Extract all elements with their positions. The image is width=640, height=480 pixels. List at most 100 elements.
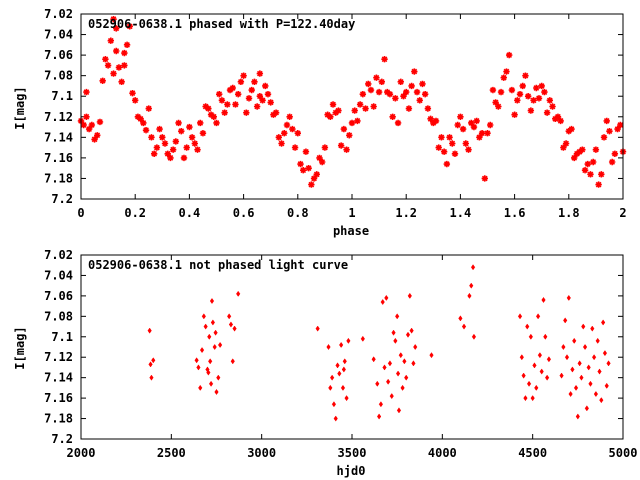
phased-xticks: 0 0.2 0.4 0.6 0.8 1 1.2 1.4 1.6 1.8 2 [77, 14, 627, 220]
phased-plot-frame [80, 13, 624, 200]
phased-data-point [524, 93, 532, 100]
phased-data-point [443, 160, 451, 168]
phased-data-point [118, 78, 125, 86]
unphased-data-point [429, 352, 434, 359]
phased-ytick-label: 7.06 [44, 48, 73, 62]
unphased-data-point [315, 325, 320, 332]
unphased-data-point [586, 364, 591, 371]
phased-data-point [600, 134, 608, 141]
unphased-data-point [201, 313, 206, 320]
phased-data-point [267, 99, 274, 106]
phased-data-point [514, 97, 521, 104]
unphased-data-point [148, 361, 153, 368]
unphased-data-point [568, 390, 573, 398]
phased-data-point [576, 148, 583, 155]
unphased-data-point [528, 333, 533, 340]
phased-data-point [389, 113, 396, 120]
unphased-data-point [194, 357, 199, 364]
unphased-ytick-label: 7.02 [44, 248, 73, 262]
phased-data-point [107, 37, 115, 44]
unphased-data-point [209, 297, 215, 305]
unphased-data-point [330, 374, 335, 381]
phased-data-point [251, 78, 258, 86]
phased-data-point [278, 140, 285, 147]
phased-data-point [237, 78, 245, 86]
phased-data-point [327, 113, 334, 120]
phased-data-point [397, 78, 404, 86]
phased-data-point [340, 125, 348, 133]
phased-data-point [495, 103, 502, 110]
phased-data-point [229, 84, 236, 92]
unphased-data-point [207, 333, 212, 340]
phased-data-point [511, 111, 518, 118]
unphased-ytick-label: 7.06 [44, 289, 73, 303]
phased-data-point [134, 113, 142, 120]
unphased-data-point [471, 333, 477, 340]
unphased-data-point [530, 395, 535, 402]
phased-data-point [80, 121, 87, 129]
unphased-data-point [333, 415, 338, 422]
phased-data-point [446, 134, 453, 141]
phased-xtick-label: 1.6 [504, 206, 526, 220]
phased-data-point [286, 113, 293, 120]
unphased-data-point [461, 323, 467, 330]
phased-data-point [538, 82, 545, 90]
phased-xtick-label: 0.6 [233, 206, 255, 220]
phased-data-point [362, 105, 369, 112]
phased-xtick-label: 0.4 [179, 206, 201, 220]
unphased-data-point [378, 401, 384, 408]
unphased-data-point [208, 358, 213, 365]
phased-xtick-label: 0 [77, 206, 84, 220]
unphased-data-point [375, 380, 380, 387]
phased-data-point [424, 105, 432, 112]
unphased-data-point [326, 343, 331, 351]
phased-data-point [161, 140, 169, 147]
phased-data-point [611, 150, 619, 157]
phased-data-point [405, 105, 413, 112]
unphased-data-point [559, 372, 564, 379]
unphased-ytick-label: 7.04 [44, 268, 73, 282]
phased-data-point [226, 86, 234, 94]
unphased-xtick-label: 3500 [338, 446, 367, 460]
unphased-data-point [400, 384, 405, 391]
unphased-data-point [532, 362, 537, 369]
phased-data-point [595, 181, 602, 188]
unphased-yticks: 7.02 7.04 7.06 7.08 7.1 7.12 7.14 7.16 7.18 7.2 [44, 248, 623, 446]
phased-data-point [205, 105, 212, 112]
phased-data-point [549, 103, 556, 110]
unphased-data-point [601, 319, 606, 326]
unphased-data-point [525, 323, 530, 330]
phased-data-point [199, 130, 207, 137]
unphased-data-point [535, 313, 541, 320]
phased-data-point [505, 51, 513, 59]
phased-xtick-label: 1 [348, 206, 355, 220]
phased-chart: I[mag] 7.027.047.067.087.17.127.147.167.… [13, 7, 627, 238]
unphased-data-point [577, 360, 582, 367]
unphased-data-point [342, 358, 347, 365]
unphased-chart: I[mag] 7.027.047.067.087.17.127.147.167.… [13, 248, 637, 478]
unphased-data-point [208, 380, 214, 387]
phased-data-point [522, 72, 529, 79]
unphased-data-point [147, 327, 152, 334]
phased-data-point [115, 64, 123, 71]
phased-data-point [129, 89, 136, 97]
unphased-xtick-label: 5000 [609, 446, 638, 460]
phased-data-point [370, 103, 377, 110]
phased-data-point [381, 56, 388, 63]
phased-data-point [175, 119, 182, 127]
phased-data-point [492, 99, 499, 106]
phased-data-point [104, 62, 112, 69]
phased-data-point [454, 121, 461, 129]
phased-xtick-label: 1.4 [450, 206, 472, 220]
phased-data-point [367, 86, 375, 94]
phased-data-point [500, 74, 507, 81]
phased-data-point [403, 88, 410, 96]
phased-data-point [565, 127, 572, 135]
phased-data-point [348, 119, 356, 127]
unphased-data-point [199, 347, 205, 354]
phased-data-point [202, 103, 209, 110]
phased-ytick-label: 7.1 [51, 89, 73, 103]
phased-data-point [150, 150, 158, 157]
phased-data-point [614, 125, 621, 133]
